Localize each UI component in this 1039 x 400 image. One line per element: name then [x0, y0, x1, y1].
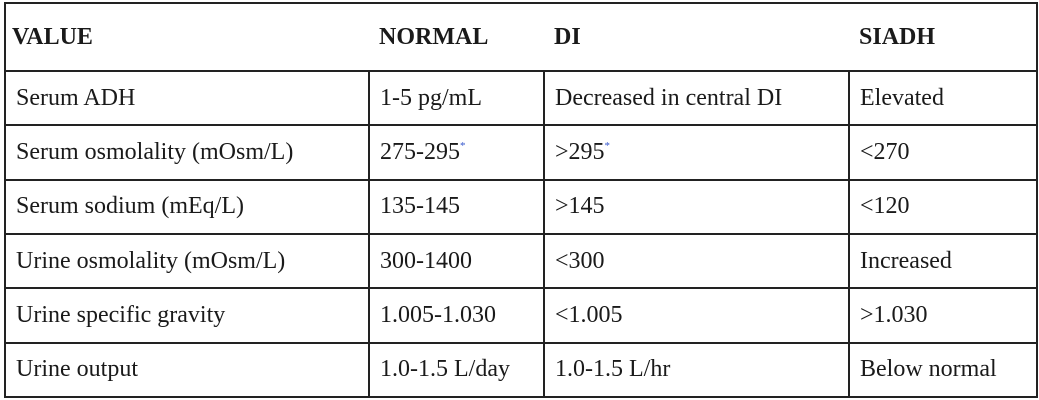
table-cell: Elevated: [848, 69, 1038, 127]
table-cell: Increased: [848, 232, 1038, 290]
table-row: Serum osmolality (mOsm/L) 275-295* >295* <2…: [4, 124, 1038, 181]
table-cell: 1.0-1.5 L/day: [368, 341, 545, 399]
table-cell: 300-1400: [368, 232, 545, 290]
table-cell: Urine osmolality (mOsm/L): [4, 232, 370, 290]
footnote-mark: *: [460, 139, 466, 152]
cell-text: >295: [555, 138, 605, 165]
table-cell: Serum sodium (mEq/L): [4, 178, 370, 235]
table-cell: Urine specific gravity: [4, 287, 370, 344]
table-cell: Serum osmolality (mOsm/L): [4, 124, 370, 181]
header-cell: VALUE: [4, 2, 369, 72]
table-cell: 275-295*: [368, 124, 545, 181]
table-cell: Serum ADH: [4, 69, 370, 127]
footnote-mark: *: [604, 139, 611, 152]
table-cell: 1.0-1.5 L/hr: [543, 341, 850, 399]
table-cell: >295*: [543, 124, 850, 181]
table-cell: >1.030: [848, 287, 1038, 344]
table-cell: 1-5 pg/mL: [368, 69, 545, 127]
table-cell: <270: [848, 124, 1038, 181]
table-cell: Urine output: [4, 341, 370, 399]
header-cell: SIADH: [849, 2, 1038, 72]
table-cell: Below normal: [848, 341, 1038, 399]
table-body: Serum ADH 1-5 pg/mL Decreased in central D…: [4, 69, 1038, 399]
table-cell: <1.005: [543, 287, 850, 344]
table-row: Urine specific gravity 1.005-1.030 <1.005 >…: [4, 287, 1038, 344]
table-cell: Decreased in central DI: [543, 69, 850, 127]
table-cell: 1.005-1.030: [368, 287, 545, 344]
table-row: Urine output 1.0-1.5 L/day 1.0-1.5 L/hr Bel…: [4, 341, 1038, 399]
table-cell: 135-145: [368, 178, 545, 235]
table-cell: <300: [543, 232, 850, 290]
table-row: Serum ADH 1-5 pg/mL Decreased in central D…: [4, 69, 1038, 127]
header-cell: NORMAL: [369, 2, 544, 72]
data-table: VALUE NORMAL DI SIADH Serum ADH 1-5 pg/mL Dec…: [4, 2, 1038, 399]
table-row: Serum sodium (mEq/L) 135-145 >145 <120: [4, 178, 1038, 235]
header-cell: DI: [544, 2, 849, 72]
table-cell: <120: [848, 178, 1038, 235]
table-cell: >145: [543, 178, 850, 235]
cell-text: 275-295: [380, 138, 460, 165]
header-row: VALUE NORMAL DI SIADH: [4, 2, 1038, 72]
table-row: Urine osmolality (mOsm/L) 300-1400 <300 Inc…: [4, 232, 1038, 290]
